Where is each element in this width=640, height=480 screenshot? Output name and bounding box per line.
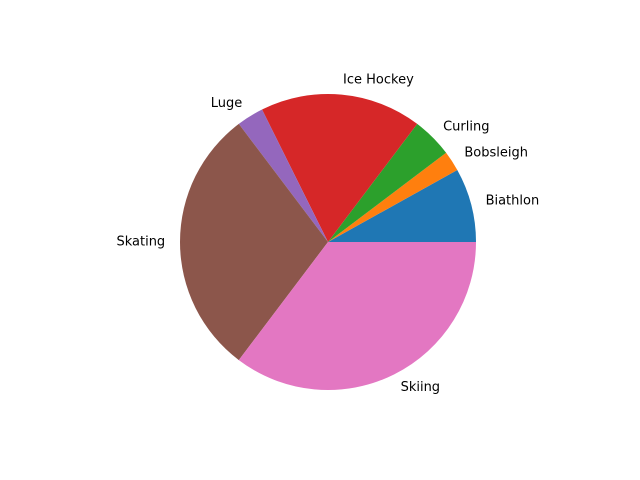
pie-label-bobsleigh: Bobsleigh — [464, 146, 528, 161]
pie-label-curling: Curling — [443, 119, 489, 134]
pie-slice-biathlon — [328, 169, 476, 242]
pie-label-luge: Luge — [211, 96, 243, 111]
pie-slice-skating — [179, 123, 328, 361]
pie-label-skiing: Skiing — [401, 380, 441, 395]
pie-slice-ice-hockey — [262, 94, 418, 243]
pie-label-skating: Skating — [116, 235, 165, 250]
pie-slice-curling — [328, 123, 447, 242]
pie-slice-bobsleigh — [328, 152, 458, 242]
pie-slice-luge — [238, 109, 328, 243]
pie-label-ice-hockey: Ice Hockey — [343, 72, 414, 87]
pie-slice-skiing — [238, 242, 476, 391]
pie-slices — [179, 94, 476, 391]
pie-labels: Biathlon Bobsleigh Curling Ice Hockey Luge Sk… — [116, 72, 539, 395]
pie-label-biathlon: Biathlon — [486, 194, 540, 209]
